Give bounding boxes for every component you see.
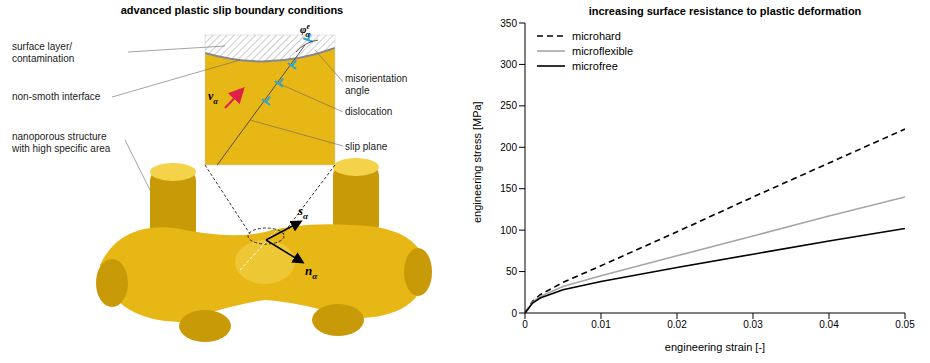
html-text:microfree: microfree <box>572 59 618 72</box>
svg-text:sα: sα <box>297 203 309 221</box>
svg-text:misorientationangle: misorientationangle <box>345 73 407 96</box>
svg-text:να: να <box>208 89 218 106</box>
svg-text:100: 100 <box>500 225 517 236</box>
svg-text:0: 0 <box>522 319 528 330</box>
svg-text:nanoporous structurewith high: nanoporous structurewith high specific a… <box>11 131 111 154</box>
svg-text:150: 150 <box>500 183 517 194</box>
svg-text:slip plane: slip plane <box>345 141 388 152</box>
svg-text:250: 250 <box>500 100 517 111</box>
svg-text:200: 200 <box>500 142 517 153</box>
svg-text:0.01: 0.01 <box>591 319 611 330</box>
svg-text:φeα: φeα <box>300 22 310 39</box>
svg-text:50: 50 <box>506 266 518 277</box>
svg-text:advanced plastic slip boundary: advanced plastic slip boundary condition… <box>121 4 344 16</box>
svg-text:engineering strain [-]: engineering strain [-] <box>665 341 765 353</box>
svg-text:dislocation: dislocation <box>345 106 392 117</box>
svg-text:surface layer/contamination: surface layer/contamination <box>12 41 74 64</box>
svg-text:engineering stress [MPa]: engineering stress [MPa] <box>471 101 483 223</box>
svg-text:0.04: 0.04 <box>819 319 839 330</box>
svg-text:0: 0 <box>511 308 517 319</box>
svg-text:0.02: 0.02 <box>667 319 687 330</box>
svg-text:300: 300 <box>500 59 517 70</box>
html-text:increasing surface resistance: increasing surface resistance to plastic… <box>588 5 862 17</box>
svg-text:non-smoth interface: non-smoth interface <box>12 91 101 102</box>
html-text:microflexible: microflexible <box>572 44 634 57</box>
svg-text:350: 350 <box>500 18 517 29</box>
svg-text:0.03: 0.03 <box>743 319 763 330</box>
svg-text:nα: nα <box>305 263 318 281</box>
svg-text:0.05: 0.05 <box>895 319 915 330</box>
html-text:microhard: microhard <box>572 29 621 42</box>
